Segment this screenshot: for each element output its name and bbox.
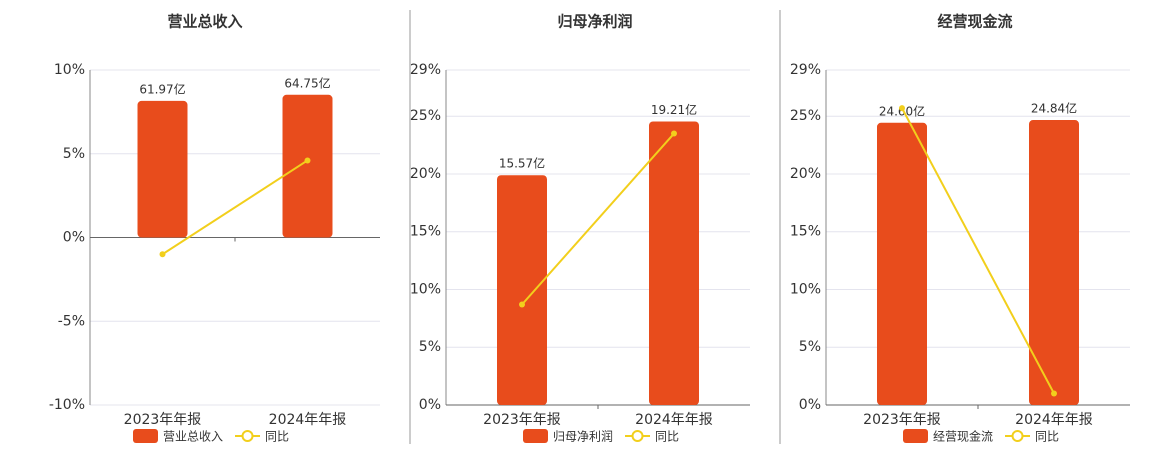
legend-label: 营业总收入 [163,430,223,444]
bar [497,175,547,405]
y-tick-label: 0% [419,397,441,413]
point [519,301,525,308]
data-label: 19.21亿 [651,102,697,117]
data-label: 61.97亿 [139,81,185,96]
point [1051,390,1057,397]
bar [649,121,699,406]
y-tick-label: 10% [790,281,821,297]
x-tick-label: 2024年年报 [635,412,713,428]
bar [877,122,927,405]
legend-label: 同比 [1035,430,1059,444]
y-tick-label: 20% [410,166,441,182]
point [899,105,905,112]
y-tick-label: 0% [63,230,85,246]
y-tick-label: 25% [410,108,441,124]
legend-swatch [241,430,254,442]
y-tick-label: 29% [790,62,821,78]
x-tick-label: 2024年年报 [269,412,347,428]
y-tick-label: 10% [410,281,441,297]
y-tick-label: 5% [63,146,85,162]
legend-label: 同比 [655,430,679,444]
y-tick-label: -10% [49,397,85,413]
chart-title: 经营现金流 [937,13,1012,31]
y-tick-label: 25% [790,108,821,124]
line [521,132,675,306]
y-tick-label: 5% [419,339,441,355]
chart-title: 归母净利润 [557,13,632,31]
point [671,130,677,137]
y-tick-label: 10% [54,62,85,78]
legend-swatch [133,429,158,443]
y-tick-label: 15% [410,224,441,240]
legend-label: 经营现金流 [933,429,993,444]
x-tick-label: 2023年年报 [863,412,941,428]
y-tick-label: 0% [799,397,821,413]
point [159,251,166,258]
legend-label: 同比 [265,430,289,444]
point [304,157,311,164]
y-tick-label: 5% [799,339,821,355]
x-tick-label: 2024年年报 [1015,412,1093,428]
bar [137,100,188,238]
bar [1029,120,1079,406]
legend-swatch [523,429,548,443]
legend-swatch [1011,430,1024,442]
legend-label: 归母净利润 [553,430,613,444]
y-tick-label: 20% [790,166,821,182]
line [161,159,309,256]
chart-title: 营业总收入 [167,13,242,31]
data-label: 15.57亿 [499,156,545,171]
line [901,107,1055,394]
legend-swatch [631,430,644,442]
x-tick-label: 2023年年报 [124,412,202,428]
y-tick-label: 15% [790,224,821,240]
bar [282,94,333,238]
data-label: 24.84亿 [1031,101,1077,116]
legend-swatch [903,429,928,443]
y-tick-label: 29% [410,62,441,78]
data-label: 64.75亿 [284,75,330,90]
y-tick-label: -5% [58,313,85,329]
x-tick-label: 2023年年报 [483,412,561,428]
